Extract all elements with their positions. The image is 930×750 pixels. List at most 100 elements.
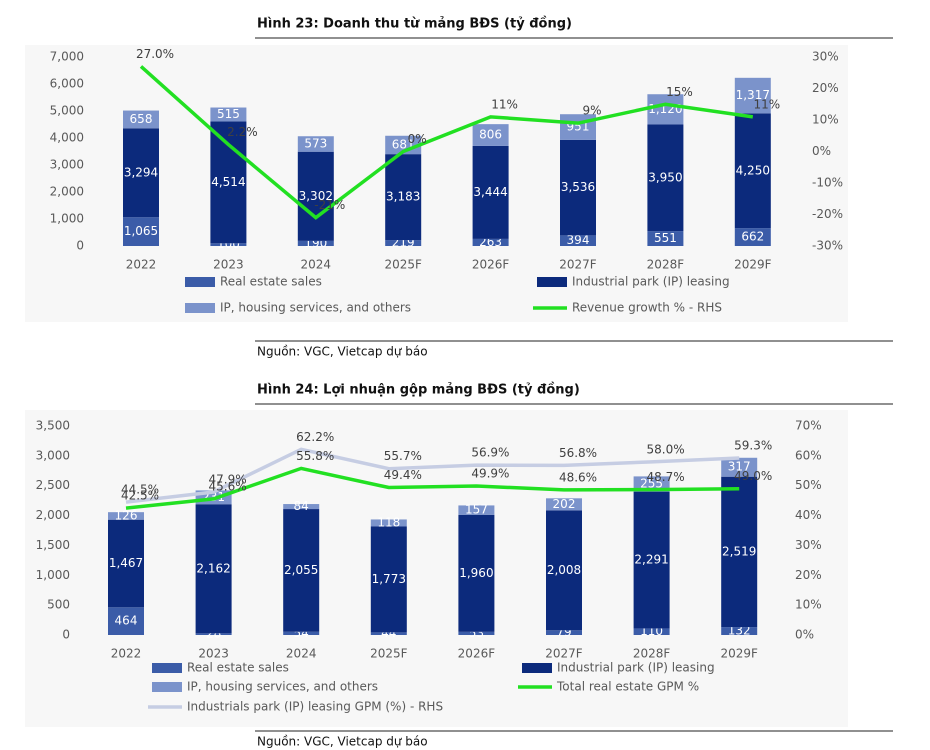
y-tick-label: 3,500: [36, 419, 70, 433]
bar-label: 157: [465, 503, 488, 517]
chart: Hình 24: Lợi nhuận gộp mảng BĐS (tỷ đồng…: [25, 383, 893, 749]
bar-segment: [734, 77, 771, 114]
legend-label: IP, housing services, and others: [187, 680, 378, 694]
bar-segment: [123, 110, 159, 129]
bar-label: 1,773: [372, 572, 406, 586]
bar-label: 394: [567, 233, 590, 247]
line-label: 48.7%: [647, 470, 685, 484]
line-label: 44.5%: [121, 483, 159, 497]
bar-label: 317: [728, 460, 751, 474]
legend-label: Industrial park (IP) leasing: [572, 275, 730, 289]
bar-label: 3,444: [473, 185, 507, 199]
bar-segment: [297, 240, 334, 246]
bar-segment: [283, 504, 320, 510]
bar-label: 3,183: [386, 190, 420, 204]
line-label: 11%: [753, 97, 780, 111]
y2-tick-label: -20%: [812, 207, 843, 221]
bar-label: 1,317: [736, 88, 770, 102]
legend-swatch: [185, 277, 215, 287]
legend-label: Industrial park (IP) leasing: [557, 661, 715, 675]
x-tick-label: 2025F: [384, 258, 422, 272]
line-label: 55.8%: [296, 449, 334, 463]
bar-label: 3,536: [561, 180, 595, 194]
y2-tick-label: 30%: [812, 50, 839, 64]
bar-segment: [458, 505, 495, 515]
y-tick-label: 2,500: [36, 478, 70, 492]
bar-segment: [546, 630, 582, 635]
bar-segment: [560, 235, 596, 246]
bar-segment: [546, 498, 582, 511]
legend-swatch: [152, 663, 182, 673]
bar-segment: [647, 231, 684, 246]
bar-segment: [560, 139, 596, 236]
bar-segment: [472, 124, 509, 146]
x-tick-label: 2027F: [559, 258, 597, 272]
line-label: -21%: [314, 198, 345, 212]
bar-label: 1,960: [459, 566, 493, 580]
x-tick-label: 2022: [111, 647, 142, 661]
bar-segment: [210, 107, 247, 122]
bar-label: 658: [130, 112, 153, 126]
bar-segment: [546, 510, 582, 631]
line-label: 56.9%: [471, 446, 509, 460]
line-label: 2.2%: [227, 125, 258, 139]
line: [139, 65, 754, 220]
bar-label: 202: [553, 497, 576, 511]
bar-label: 515: [217, 107, 240, 121]
line-label: 56.8%: [559, 446, 597, 460]
y-tick-label: 0: [76, 239, 84, 253]
legend-swatch: [185, 303, 215, 313]
bar-label: 3,302: [299, 189, 333, 203]
bar-label: 806: [479, 128, 502, 142]
x-tick-label: 2028F: [633, 647, 671, 661]
chart: Hình 23: Doanh thu từ mảng BĐS (tỷ đồng)…: [25, 17, 893, 359]
y-tick-label: 1,000: [36, 568, 70, 582]
bar-segment: [370, 519, 407, 527]
line-label: 9%: [582, 104, 601, 118]
bar-label: 2,519: [722, 544, 756, 558]
bar-segment: [633, 628, 670, 635]
line-label: 11%: [491, 97, 518, 111]
bar-segment: [108, 607, 144, 635]
line-label: 59.3%: [734, 438, 772, 452]
bar-label: 573: [304, 136, 327, 150]
line-label: 62.2%: [296, 430, 334, 444]
y-tick-label: 3,000: [36, 448, 70, 462]
bar-segment: [108, 512, 144, 520]
bar-segment: [472, 145, 509, 239]
source: Nguồn: VGC, Vietcap dự báo: [257, 345, 428, 359]
y-tick-label: 2,000: [36, 508, 70, 522]
legend-label: Total real estate GPM %: [556, 680, 699, 694]
y-tick-label: 1,500: [36, 538, 70, 552]
bar-segment: [458, 631, 495, 635]
y2-tick-label: 50%: [795, 478, 822, 492]
x-tick-label: 2023: [198, 647, 229, 661]
y2-tick-label: 0%: [795, 628, 814, 642]
x-tick-label: 2027F: [545, 647, 583, 661]
line-label: 15%: [666, 85, 693, 99]
y-tick-label: 0: [62, 628, 70, 642]
bar-label: 2,008: [547, 563, 581, 577]
legend-label: Real estate sales: [187, 661, 289, 675]
bar-label: 1,065: [124, 224, 158, 238]
line-label: 47.9%: [209, 472, 247, 486]
bar-segment: [370, 632, 407, 635]
x-tick-label: 2024: [286, 647, 317, 661]
bar-segment: [297, 136, 334, 152]
bar-segment: [472, 238, 509, 246]
legend-label: Real estate sales: [220, 275, 322, 289]
bar-segment: [721, 627, 758, 635]
y2-tick-label: 0%: [812, 144, 831, 158]
chart-area: [25, 410, 848, 727]
y2-tick-label: -10%: [812, 176, 843, 190]
y-tick-label: 500: [47, 598, 70, 612]
bar-segment: [647, 124, 684, 232]
x-tick-label: 2023: [213, 258, 244, 272]
line-label: 27.0%: [136, 47, 174, 61]
line: [125, 466, 740, 510]
x-tick-label: 2028F: [647, 258, 685, 272]
bar-segment: [283, 509, 320, 632]
y2-tick-label: 20%: [795, 568, 822, 582]
bar-segment: [123, 217, 159, 246]
